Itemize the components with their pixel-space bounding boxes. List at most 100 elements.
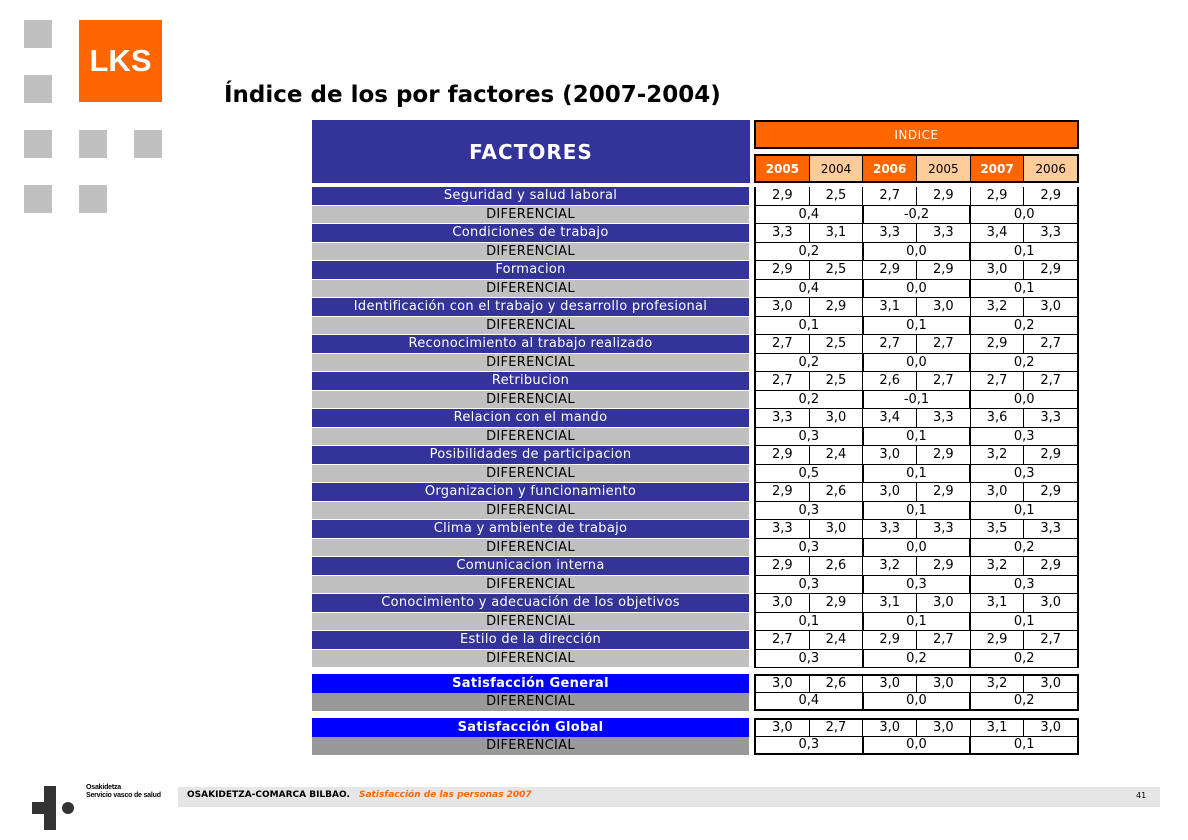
factor-label: Reconocimiento al trabajo realizado <box>312 335 749 354</box>
diferencial-label: DIFERENCIAL <box>312 612 749 631</box>
diferencial-label: DIFERENCIAL <box>312 242 749 261</box>
factor-label: Posibilidades de participacion <box>312 446 749 465</box>
diff-cell: 0,1 <box>861 501 970 519</box>
diferencial-row: DIFERENCIAL 0,2 -0,1 0,0 <box>312 390 1079 409</box>
diff-cell: 0,2 <box>798 391 820 407</box>
factor-label: Satisfacción Global <box>312 718 749 737</box>
diff-cell: 0,3 <box>798 576 820 592</box>
value-cell: 3,0 <box>1023 720 1077 736</box>
value-cell: 2,7 <box>771 336 793 352</box>
value-cell: 2,9 <box>1023 483 1077 501</box>
value-cells: 0,1 0,1 0,1 <box>754 612 1079 631</box>
deco-square <box>24 130 52 158</box>
value-cell: 3,0 <box>771 720 793 736</box>
value-cell: 2,9 <box>771 447 793 463</box>
value-cell: 2,9 <box>916 557 970 575</box>
value-cell: 2,9 <box>1023 261 1077 279</box>
value-cell: 3,4 <box>969 224 1024 242</box>
diferencial-label: DIFERENCIAL <box>312 279 749 298</box>
value-cell: 3,3 <box>1023 520 1077 538</box>
value-cell: 2,7 <box>916 335 970 353</box>
deco-square <box>24 75 52 103</box>
value-cell: 2,9 <box>1023 187 1077 205</box>
factor-row: Relacion con el mando 3,3 3,0 3,4 3,3 3,6 3,3 <box>312 409 1079 428</box>
value-cell: 3,0 <box>1023 594 1077 612</box>
value-cell: 3,3 <box>771 521 793 537</box>
diferencial-row: DIFERENCIAL 0,3 0,1 0,1 <box>312 501 1079 520</box>
diferencial-row: DIFERENCIAL 0,5 0,1 0,3 <box>312 464 1079 483</box>
diff-cell: 0,2 <box>969 692 1077 709</box>
diferencial-label: DIFERENCIAL <box>312 464 749 483</box>
value-cell: 2,6 <box>862 372 916 390</box>
diff-cell: 0,4 <box>798 206 820 222</box>
value-cell: 2,9 <box>916 446 970 464</box>
value-cells: 2,9 2,5 2,7 2,9 2,9 2,9 <box>754 187 1079 206</box>
diff-cell: 0,1 <box>798 317 820 333</box>
indice-header: INDICE <box>754 120 1079 149</box>
diff-cell: 0,2 <box>861 649 970 667</box>
factor-label: Satisfacción General <box>312 674 749 693</box>
page-number: 41 <box>1136 791 1147 800</box>
factor-row: Organizacion y funcionamiento 2,9 2,6 3,0 2,… <box>312 483 1079 502</box>
factor-row: Satisfacción General 3,0 2,6 3,0 3,0 3,2 3,0 <box>312 674 1079 693</box>
diferencial-row: DIFERENCIAL 0,4 -0,2 0,0 <box>312 205 1079 224</box>
diferencial-label: DIFERENCIAL <box>312 575 749 594</box>
value-cell: 2,7 <box>771 373 793 389</box>
value-cells: 2,9 2,6 3,2 2,9 3,2 2,9 <box>754 557 1079 576</box>
value-cell: 3,0 <box>862 483 916 501</box>
factor-row: Estilo de la dirección 2,7 2,4 2,9 2,7 2,9 2,7 <box>312 631 1079 650</box>
diff-cell: 0,0 <box>861 538 970 556</box>
value-cell: 2,9 <box>1023 446 1077 464</box>
value-cell: 3,0 <box>771 595 793 611</box>
footer-org: OSAKIDETZA-COMARCA BILBAO. <box>187 790 350 800</box>
value-cell: 2,9 <box>862 261 916 279</box>
diferencial-row: DIFERENCIAL 0,3 0,0 0,2 <box>312 538 1079 557</box>
value-cell: 2,7 <box>1023 631 1077 649</box>
value-cell: 3,0 <box>808 520 863 538</box>
factor-label: Estilo de la dirección <box>312 631 749 650</box>
value-cell: 3,6 <box>969 409 1024 427</box>
diff-cell: 0,3 <box>969 464 1077 482</box>
value-cells: 0,2 0,0 0,2 <box>754 353 1079 372</box>
year-cell: 2006 <box>1023 156 1078 181</box>
diff-cell: 0,2 <box>969 538 1077 556</box>
diff-cell: 0,0 <box>969 205 1077 223</box>
diferencial-label: DIFERENCIAL <box>312 692 749 711</box>
value-cell: 3,3 <box>862 520 916 538</box>
factor-row: Formacion 2,9 2,5 2,9 2,9 3,0 2,9 <box>312 261 1079 280</box>
value-cell: 3,3 <box>916 224 970 242</box>
value-cells: 0,2 0,0 0,1 <box>754 242 1079 261</box>
diff-cell: 0,2 <box>798 243 820 259</box>
factor-label: Relacion con el mando <box>312 409 749 428</box>
value-cell: 3,3 <box>862 224 916 242</box>
satisfaccion-global-block: Satisfacción Global 3,0 2,7 3,0 3,0 3,1 3,0 DIF… <box>312 718 1079 755</box>
value-cell: 2,7 <box>916 372 970 390</box>
diff-cell: 0,0 <box>861 692 970 709</box>
value-cells: 0,3 0,2 0,2 <box>754 649 1079 668</box>
year-cell: 2004 <box>808 156 863 181</box>
factor-label: Condiciones de trabajo <box>312 224 749 243</box>
value-cells: 0,3 0,3 0,3 <box>754 575 1079 594</box>
factor-row: Condiciones de trabajo 3,3 3,1 3,3 3,3 3,4 3,3 <box>312 224 1079 243</box>
value-cell: 3,2 <box>969 298 1024 316</box>
factor-label: Retribucion <box>312 372 749 391</box>
value-cell: 2,5 <box>808 187 863 205</box>
diff-cell: 0,5 <box>798 465 820 481</box>
value-cell: 3,3 <box>771 410 793 426</box>
diferencial-label: DIFERENCIAL <box>312 390 749 409</box>
deco-square <box>79 185 107 213</box>
diff-cell: 0,2 <box>969 353 1077 371</box>
value-cells: 0,1 0,1 0,2 <box>754 316 1079 335</box>
value-cell: 2,9 <box>808 594 863 612</box>
value-cell: 2,9 <box>862 631 916 649</box>
value-cell: 2,7 <box>1023 335 1077 353</box>
value-cell: 3,0 <box>916 676 970 692</box>
value-cell: 2,7 <box>1023 372 1077 390</box>
value-cell: 2,6 <box>808 676 863 692</box>
value-cell: 2,5 <box>808 335 863 353</box>
factor-label: Organizacion y funcionamiento <box>312 483 749 502</box>
value-cell: 3,2 <box>969 676 1024 692</box>
diferencial-label: DIFERENCIAL <box>312 649 749 668</box>
value-cell: 2,9 <box>771 558 793 574</box>
deco-square <box>24 185 52 213</box>
